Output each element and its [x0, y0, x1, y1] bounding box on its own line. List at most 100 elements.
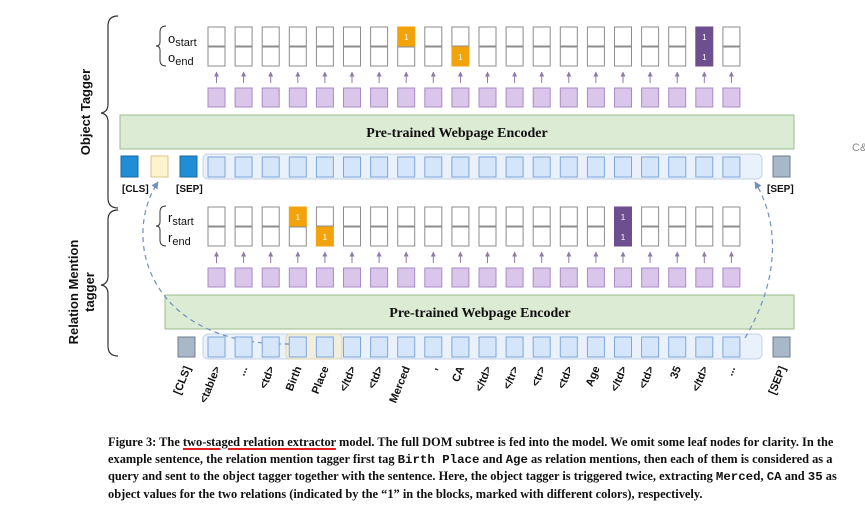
caption-text-6: as object values for the two relations (…	[108, 469, 837, 501]
caption-code-age: Age	[505, 452, 528, 467]
o-start-cell	[343, 26, 361, 47]
token-label: <td>	[556, 365, 576, 391]
token-label: <td>	[366, 365, 386, 391]
relation-hidden-state	[505, 267, 524, 288]
token-label: Place	[310, 365, 332, 396]
o-end-cell	[695, 46, 714, 67]
o-end-cell	[397, 46, 416, 67]
r-end-mark: 1	[621, 233, 626, 242]
r-end-cell	[641, 226, 660, 247]
r-start-cell	[315, 206, 334, 227]
relation-input-token	[532, 336, 551, 358]
object-hidden-state	[641, 87, 660, 108]
o-start-cell	[397, 26, 416, 47]
r-start-mark: 1	[296, 213, 301, 222]
r-end-cell	[288, 226, 307, 247]
r-start-cell	[532, 206, 551, 227]
o-end-cell	[559, 46, 578, 67]
object-input-token	[559, 156, 578, 178]
object-input-token	[397, 156, 416, 178]
r-start-cell	[261, 206, 280, 227]
token-label: Age	[584, 365, 603, 389]
relation-input-token	[641, 336, 660, 358]
relation-hidden-state	[668, 267, 687, 288]
r-end-cell	[505, 226, 524, 247]
object-tagger-bracket	[100, 15, 119, 209]
relation-hidden-state	[288, 267, 307, 288]
o-end-cell	[668, 46, 687, 67]
r-end-cell	[559, 226, 578, 247]
r-start-cell	[234, 206, 253, 227]
relation-hidden-state	[532, 267, 551, 288]
side-tab[interactable]: C&	[852, 142, 865, 154]
object-input-token	[505, 156, 524, 178]
cls-label-object: [CLS]	[122, 184, 149, 195]
object-input-token	[586, 156, 605, 178]
object-hidden-state	[532, 87, 551, 108]
relation-hidden-state	[315, 267, 334, 288]
relation-input-token	[288, 336, 307, 358]
relation-input-token	[668, 336, 687, 358]
caption-code-merced: Merced	[715, 470, 761, 485]
token-label: <td>	[258, 365, 278, 391]
relation-input-token	[614, 336, 632, 358]
object-input-token	[478, 156, 497, 178]
relation-hidden-state	[397, 267, 416, 288]
o-end-cell	[343, 46, 361, 67]
object-tagger-label: Object Tagger	[78, 69, 93, 155]
o-end-cell	[370, 46, 389, 67]
cls-token-object	[120, 155, 139, 178]
o-start-cell	[261, 26, 280, 47]
r-end-cell	[695, 226, 714, 247]
relation-input-token	[695, 336, 714, 358]
token-label: </tr>	[501, 365, 521, 392]
o-end-cell	[288, 46, 307, 67]
o-start-cell	[614, 26, 632, 47]
object-encoder-box	[119, 114, 795, 150]
object-input-token	[370, 156, 389, 178]
o-start-cell	[451, 26, 470, 47]
o-end-cell	[424, 46, 443, 67]
relation-hidden-state	[641, 267, 660, 288]
token-label: CA	[450, 365, 467, 384]
o-start-cell	[315, 26, 334, 47]
token-label: ,	[428, 365, 440, 372]
o-start-cell	[505, 26, 524, 47]
o-end-cell	[641, 46, 660, 67]
r-start-cell	[641, 206, 660, 227]
object-input-token	[532, 156, 551, 178]
o-start-cell	[370, 26, 389, 47]
token-label: </td>	[473, 365, 494, 394]
o-start-label: ostart	[168, 31, 197, 49]
object-hidden-state	[451, 87, 470, 108]
relation-input-token	[505, 336, 524, 358]
object-hidden-state	[586, 87, 605, 108]
r-start-cell	[586, 206, 605, 227]
relation-input-token	[343, 336, 361, 358]
o-start-cell	[207, 26, 226, 47]
relation-hidden-state	[695, 267, 714, 288]
token-label: <tr>	[530, 365, 549, 389]
relation-input-token	[234, 336, 253, 358]
o-start-cell	[722, 26, 741, 47]
token-label: </td>	[338, 365, 359, 394]
r-start-cell	[505, 206, 524, 227]
token-label: Birth	[284, 364, 305, 393]
r-start-cell	[424, 206, 443, 227]
o-start-cell	[288, 26, 307, 47]
r-start-cell	[288, 206, 307, 227]
r-start-cell	[614, 206, 632, 227]
o-end-cell	[505, 46, 524, 67]
token-label: [SEP]	[767, 364, 789, 396]
relation-tagger-label-line2: tagger	[82, 272, 97, 312]
object-input-token	[451, 156, 470, 178]
o-start-mark: 1	[702, 33, 707, 42]
o-start-cell	[586, 26, 605, 47]
caption-text-4: ,	[760, 469, 767, 484]
o-end-cell	[722, 46, 741, 67]
r-start-cell	[722, 206, 741, 227]
relation-hidden-state	[370, 267, 389, 288]
r-start-cell	[668, 206, 687, 227]
object-hidden-state	[505, 87, 524, 108]
o-end-cell	[207, 46, 226, 67]
